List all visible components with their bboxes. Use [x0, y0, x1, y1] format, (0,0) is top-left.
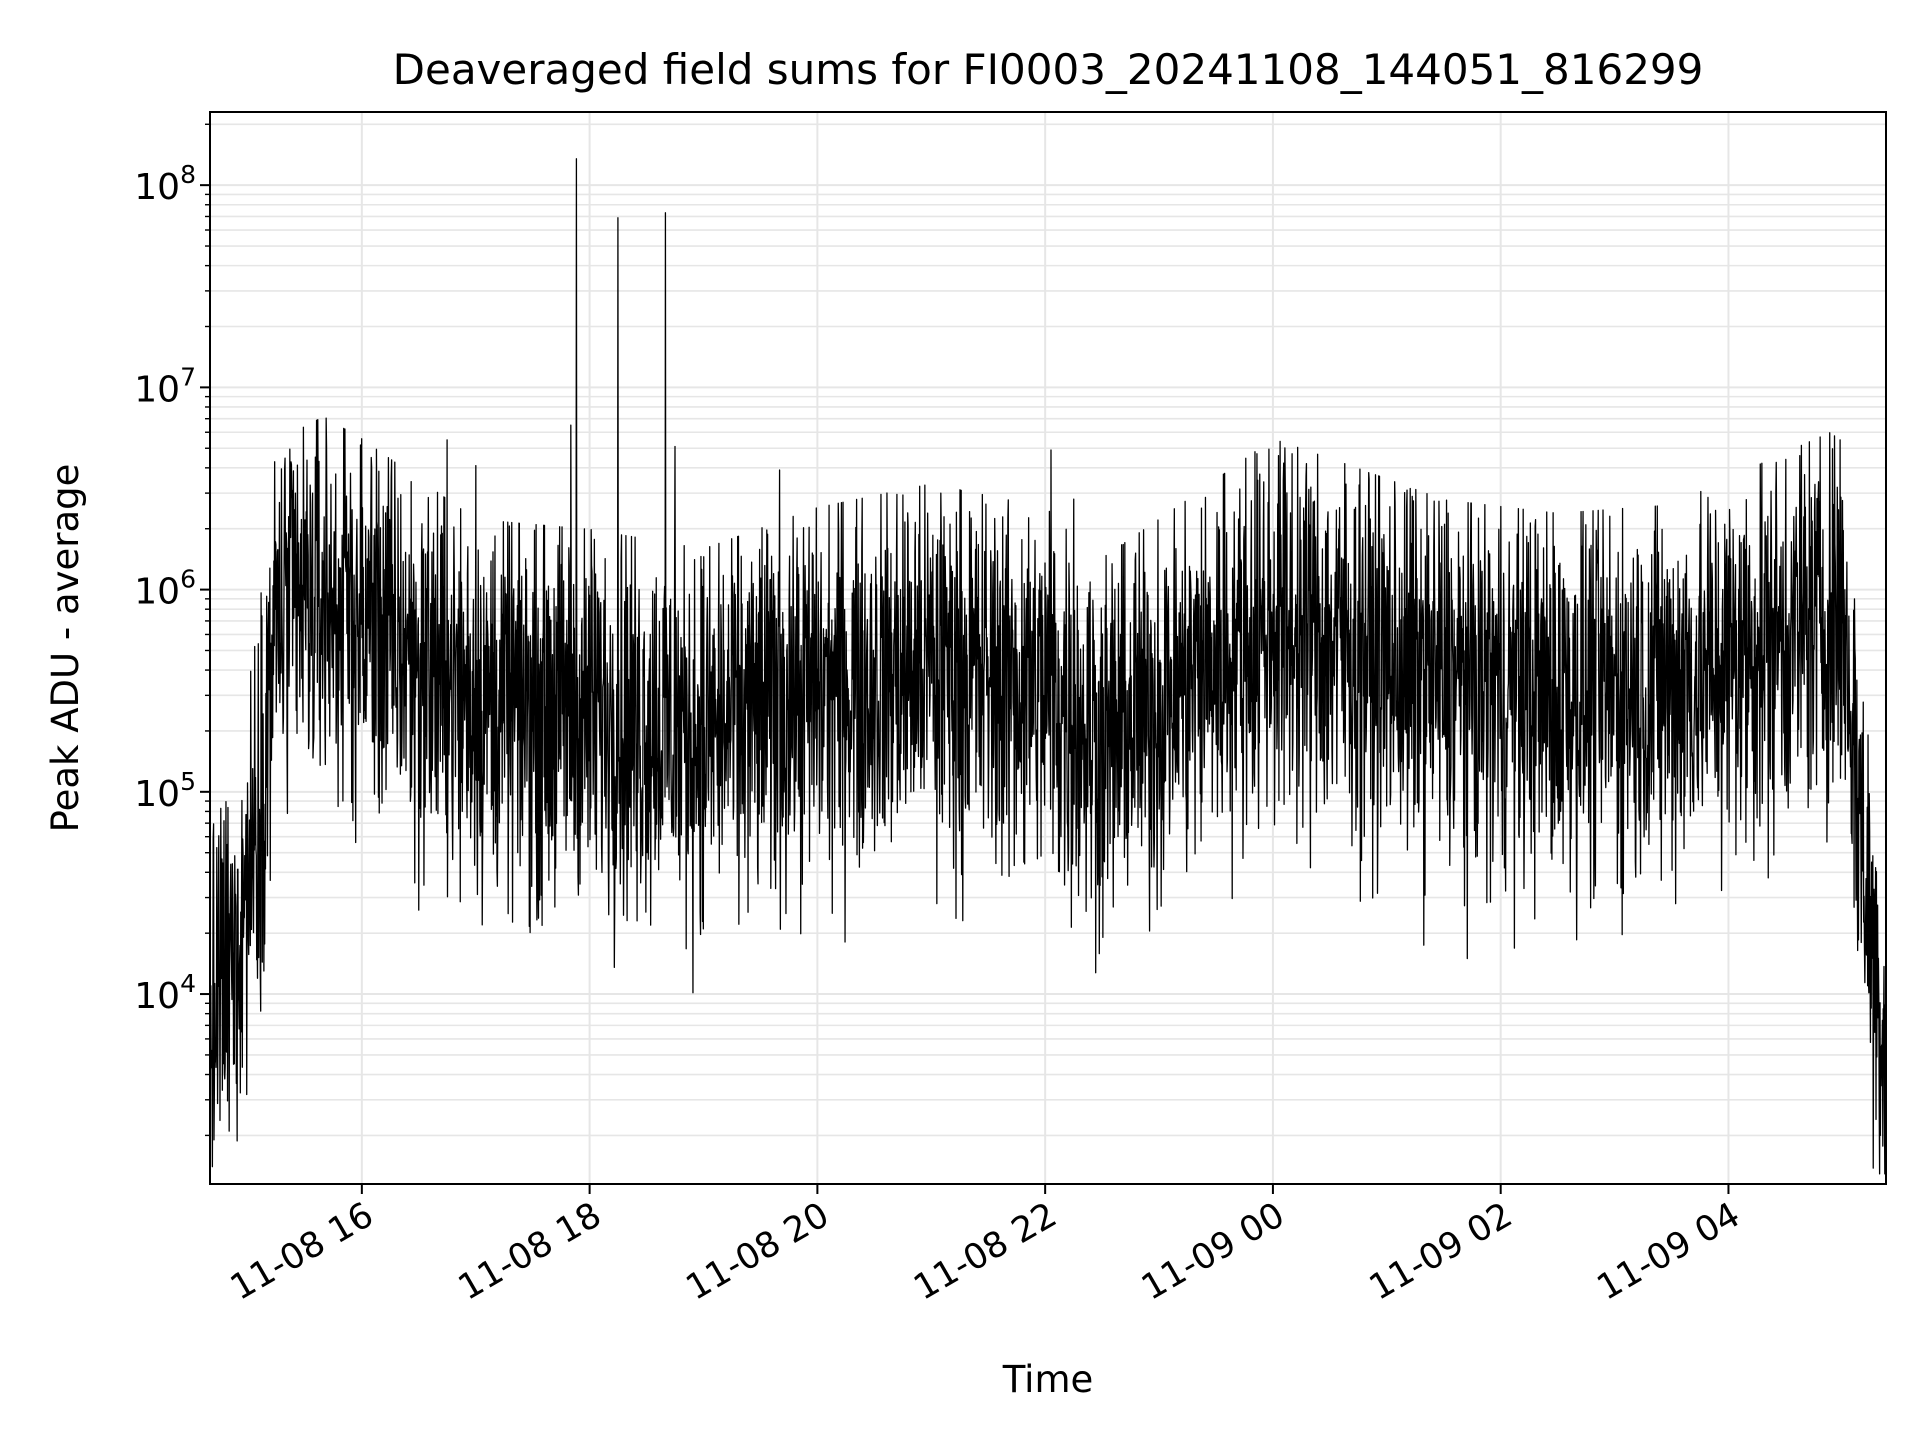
- y-tick-label: 105: [134, 767, 196, 815]
- y-axis-label: Peak ADU - average: [44, 464, 87, 833]
- y-tick-base: 10: [134, 976, 180, 1017]
- y-tick-base: 10: [134, 167, 180, 208]
- y-tick-exponent: 6: [180, 565, 196, 594]
- y-tick-exponent: 4: [180, 969, 196, 998]
- y-tick-label: 104: [134, 969, 196, 1017]
- chart-title: Deaveraged field sums for FI0003_2024110…: [393, 45, 1704, 94]
- y-tick-exponent: 8: [180, 160, 196, 189]
- plot-frame: [209, 111, 1887, 1185]
- y-tick-label: 107: [134, 362, 196, 410]
- y-tick-base: 10: [134, 369, 180, 410]
- y-tick-exponent: 7: [180, 362, 196, 391]
- data-series-line: [209, 158, 1887, 1175]
- y-tick-base: 10: [134, 572, 180, 613]
- x-axis-label: Time: [1002, 1358, 1094, 1401]
- series: [209, 158, 1887, 1175]
- y-tick-exponent: 5: [180, 767, 196, 796]
- y-tick-label: 108: [134, 160, 196, 208]
- y-tick-label: 106: [134, 565, 196, 613]
- y-tick-base: 10: [134, 774, 180, 815]
